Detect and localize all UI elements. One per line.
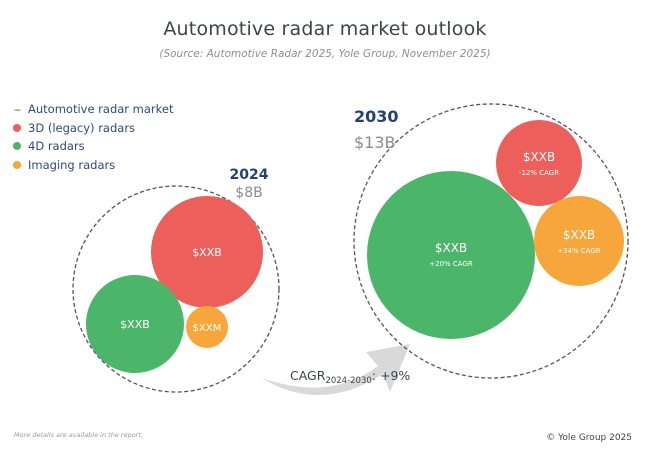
- bubble-2024-imaging: [186, 306, 228, 348]
- bubble-2024-3d: [151, 196, 263, 308]
- bubble-2024-3d-label: $XXB: [192, 246, 222, 259]
- legend-item-imaging: Imaging radars: [12, 156, 174, 175]
- legend-item-3d: 3D (legacy) radars: [12, 119, 174, 138]
- bubble-2030-4d-label: $XXB: [435, 241, 467, 255]
- chart-subtitle: (Source: Automotive Radar 2025, Yole Gro…: [159, 48, 491, 60]
- bubble-2030-4d-cagr: +20% CAGR: [429, 260, 473, 268]
- bubble-2030-3d-cagr: -12% CAGR: [519, 169, 559, 177]
- cagr-value: : +9%: [371, 368, 411, 383]
- market-outline-2030: [353, 103, 629, 379]
- cagr-prefix: CAGR: [290, 368, 326, 383]
- legend-label: 4D radars: [28, 139, 85, 154]
- legend-item-market: -- Automotive radar market: [12, 100, 174, 119]
- year-label-2024: 2024: [230, 167, 269, 183]
- market-outline-2024: [72, 185, 280, 393]
- group-2030: $XXB -12% CAGR $XXB +20% CAGR $XXB +34% …: [353, 103, 629, 379]
- legend-item-4d: 4D radars: [12, 137, 174, 156]
- chart-title: Automotive radar market outlook: [163, 18, 487, 40]
- total-label-2024: $8B: [235, 185, 262, 201]
- bubble-2030-4d: [367, 171, 535, 339]
- legend-label: 3D (legacy) radars: [28, 120, 136, 135]
- legend-label: Automotive radar market: [28, 102, 174, 117]
- bubble-2030-imaging: [534, 196, 624, 286]
- group-2024: $XXB $XXB $XXM 2024 $8B: [72, 167, 280, 393]
- bubble-2024-4d-label: $XXB: [120, 318, 150, 331]
- legend-label: Imaging radars: [28, 157, 116, 172]
- cagr-period: 2024-2030: [325, 376, 372, 386]
- overall-cagr-label: CAGR2024-2030: +9%: [290, 368, 410, 386]
- growth-arrow: [262, 344, 410, 396]
- footnote: More details are available in the report…: [14, 431, 143, 439]
- orange-dot-icon: [13, 160, 21, 169]
- bubble-2030-imaging-cagr: +34% CAGR: [557, 247, 601, 255]
- red-dot-icon: [13, 123, 21, 132]
- total-label-2030: $13B: [354, 133, 396, 152]
- copyright: © Yole Group 2025: [546, 433, 632, 443]
- year-label-2030: 2030: [354, 107, 399, 126]
- bubble-2030-3d: [496, 120, 582, 206]
- bubble-2024-imaging-label: $XXM: [193, 323, 222, 334]
- bubble-2030-imaging-label: $XXB: [563, 228, 595, 242]
- bubble-2024-4d: [86, 275, 184, 373]
- green-dot-icon: [13, 142, 21, 151]
- dashed-line-icon: --: [14, 102, 21, 116]
- bubble-2030-3d-label: $XXB: [523, 150, 555, 164]
- legend: -- Automotive radar market 3D (legacy) r…: [12, 100, 174, 174]
